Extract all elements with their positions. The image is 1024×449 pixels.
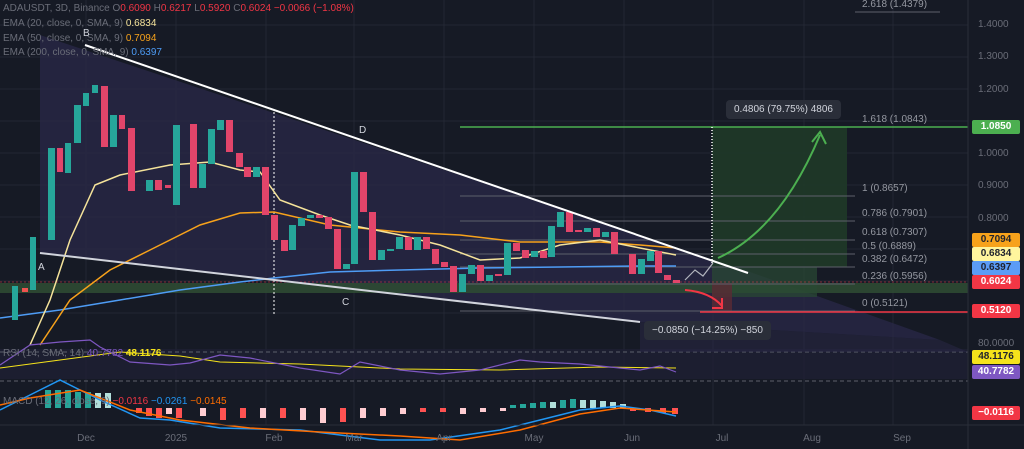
symbol-name: ADAUSDT, 3D, Binance — [3, 3, 110, 14]
price-tick: 1.2000 — [978, 84, 1009, 95]
low-value: 0.5920 — [199, 3, 231, 14]
projection-path — [684, 262, 714, 281]
last-price-tag: 0.6024 — [972, 275, 1020, 289]
price-tick: 1.0000 — [978, 148, 1009, 159]
price-tick: 0.8000 — [978, 213, 1009, 224]
rsi-ma-line — [0, 351, 677, 371]
fib-0786-label: 0.786 (0.7901) — [862, 208, 928, 219]
bearish-arrow — [684, 289, 723, 307]
ema20-price-tag: 0.6834 — [972, 247, 1020, 261]
fib-0-label: 0 (0.5121) — [862, 298, 908, 309]
macd-legend[interactable]: MACD (12, 26, close, 9) −0.0116 −0.0261 … — [3, 396, 227, 407]
downside-stop-callout: −0.0850 (−14.25%) −850 — [644, 321, 771, 340]
fib-1618-label: 1.618 (1.0843) — [862, 114, 928, 125]
macd-tag: −0.0116 — [972, 406, 1020, 420]
symbol-legend: ADAUSDT, 3D, Binance O0.6090 H0.6217 L0.… — [3, 3, 354, 14]
long-position-box — [712, 127, 847, 267]
point-a-label: A — [38, 262, 45, 273]
target-price-tag: 1.0850 — [972, 120, 1020, 134]
point-b-label: B — [83, 28, 90, 39]
stop-price-tag: 0.5120 — [972, 304, 1020, 318]
point-c-label: C — [342, 297, 350, 308]
price-tick: 1.3000 — [978, 51, 1009, 62]
ema200-price-tag: 0.6397 — [972, 261, 1020, 275]
time-tick: Dec — [77, 433, 95, 444]
time-tick: 2025 — [164, 433, 188, 444]
bullish-arrow — [717, 134, 821, 259]
rsi-legend[interactable]: RSI (14, SMA, 14) 40.7782 48.1176 — [3, 348, 162, 359]
ema50-price-tag: 0.7094 — [972, 233, 1020, 247]
upside-target-callout: 0.4806 (79.75%) 4806 — [726, 100, 841, 119]
time-tick: Jun — [623, 433, 641, 444]
rsi-top-tick: 80.0000 — [978, 338, 1015, 349]
ema200-legend[interactable]: EMA (200, close, 0, SMA, 9) 0.6397 — [3, 47, 162, 58]
time-tick: Feb — [265, 433, 283, 444]
time-tick: Jul — [715, 433, 729, 444]
rsi-tag: 40.7782 — [972, 365, 1020, 379]
time-tick: Sep — [893, 433, 911, 444]
fib-2618-label: 2.618 (1.4379) — [862, 0, 928, 10]
close-value: 0.6024 — [240, 3, 272, 14]
time-tick: May — [524, 433, 544, 444]
signal-line — [0, 389, 677, 441]
rsi-line — [0, 339, 677, 375]
high-value: 0.6217 — [160, 3, 192, 14]
fib-05-label: 0.5 (0.6889) — [862, 241, 916, 252]
time-tick: Mar — [345, 433, 363, 444]
ema20-legend[interactable]: EMA (20, close, 0, SMA, 9) 0.6834 — [3, 18, 157, 29]
ema200-line — [0, 265, 676, 319]
fib-0382-label: 0.382 (0.6472) — [862, 254, 928, 265]
rsi-ma-tag: 48.1176 — [972, 350, 1020, 364]
price-tick: 0.9000 — [978, 180, 1009, 191]
change-value: −0.0066 (−1.08%) — [273, 3, 354, 14]
stop-box — [712, 283, 732, 311]
ema50-legend[interactable]: EMA (50, close, 0, SMA, 9) 0.7094 — [3, 33, 157, 44]
support-zone — [0, 283, 968, 293]
time-tick: Aug — [803, 433, 821, 444]
fib-1-label: 1 (0.8657) — [862, 183, 908, 194]
open-value: 0.6090 — [120, 3, 151, 14]
price-tick: 1.4000 — [978, 19, 1009, 30]
fib-0236-label: 0.236 (0.5956) — [862, 271, 928, 282]
candlesticks — [12, 85, 680, 320]
fib-0618-label: 0.618 (0.7307) — [862, 227, 928, 238]
point-d-label: D — [359, 125, 367, 136]
time-tick: Apr — [436, 433, 452, 444]
upper-trendline — [84, 44, 749, 274]
lower-trendline — [39, 252, 641, 323]
